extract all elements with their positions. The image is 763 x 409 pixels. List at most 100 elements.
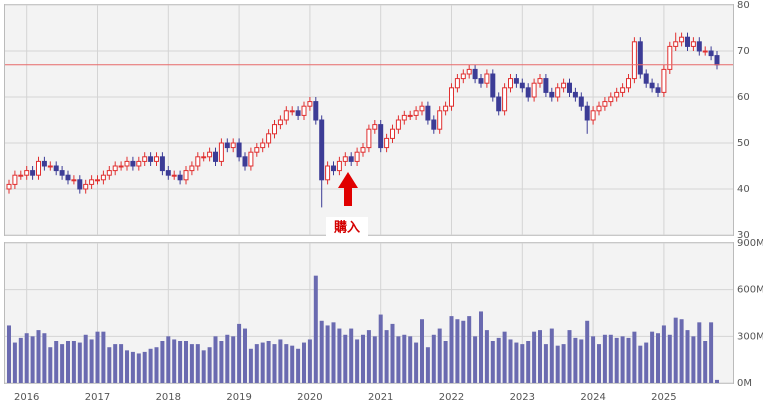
volume-bar [396,336,401,383]
volume-bar [549,328,554,383]
candle-body [236,142,242,158]
candle-body [148,156,154,162]
volume-bar [231,336,236,383]
candle-body [100,174,106,181]
volume-bar [24,333,29,383]
candle-body [224,142,230,149]
volume-bar [390,323,395,383]
candle-body [602,101,608,107]
candle-body [230,142,236,149]
candle-body [283,110,289,121]
volume-bar [272,344,277,383]
volume-bar [567,330,572,383]
volume-bar [632,331,637,383]
candle-body [112,165,118,172]
candle-body [572,91,578,98]
candle-body [83,183,89,190]
volume-bar [372,336,377,383]
candle-body [401,114,407,121]
candle-body [201,156,207,159]
candle-body [443,105,449,112]
volume-bar [107,347,112,383]
candle-body [307,101,313,107]
volume-bar [402,334,407,383]
volume-bar [496,337,501,383]
candle-body [596,105,602,112]
candle-body [608,96,614,103]
candle-body [124,160,130,167]
candle-body [53,165,59,172]
volume-bar [543,344,548,383]
volume-bar [484,330,489,383]
candle-body [366,128,372,149]
volume-bar [266,341,271,383]
volume-bar [602,334,607,383]
candle-body [372,124,378,130]
volume-bar [703,341,708,383]
volume-bar [213,336,218,383]
y-tick-label: 50 [737,138,750,149]
candle-body [207,151,213,158]
volume-bar [248,348,253,383]
volume-bar [520,344,525,383]
candle-body [561,82,567,89]
candle-body [266,133,272,144]
volume-bar [201,350,206,383]
y-tick-label: 80 [737,0,750,11]
candle-body [431,119,437,130]
volume-bar [148,348,153,383]
marks: 30 40 50 60 70 80 0M 300M 600M 900M 2016 2017 2018 20… [5,0,763,403]
volume-bar [561,344,566,383]
candle-body [295,110,301,116]
volume-bar [113,344,118,383]
volume-bar [142,351,147,383]
candle-body [685,36,690,47]
candle-body [177,174,183,181]
x-tick-label: 2025 [651,392,676,403]
volume-bar [325,325,330,383]
volume-bar [573,337,578,383]
volume-bar [355,339,360,383]
candle-body [667,45,673,70]
candle-body [18,174,24,177]
x-tick-label: 2016 [14,392,39,403]
volume-bar [260,342,265,383]
candle-body [513,78,519,84]
volume-bar [467,316,472,383]
volume-bar [431,334,436,383]
candle-body [195,156,201,167]
volume-bar [715,379,719,383]
volume-bar [614,337,619,383]
volume-bar [638,345,643,383]
volume-bar [626,337,631,383]
candle-body [631,41,637,80]
volume-tick-label: 300M [737,331,763,342]
candle-body [319,119,325,181]
candle-body [567,82,572,93]
volume-bar [608,334,613,383]
volume-bar [189,344,194,383]
candle-body [590,110,596,121]
volume-bar [18,337,23,383]
candle-body [12,174,18,185]
candle-body [183,170,189,181]
candle-body [171,174,177,177]
volume-bar [119,344,124,383]
candle-body [679,36,685,43]
candle-body [395,119,401,130]
volume-bar [77,342,82,383]
volume-bar [136,353,141,383]
candle-body [690,41,696,47]
candle-body [6,183,12,190]
volume-bar [691,336,696,383]
volume-tick-label: 600M [737,285,763,296]
volume-bar [685,330,690,383]
volume-bar [455,319,460,383]
candle-body [390,128,395,139]
volume-bar [54,341,59,383]
volume-bar [361,334,365,383]
candle-body [213,151,218,162]
volume-bar [366,330,371,383]
volume-bar [278,339,283,383]
candle-body [289,110,295,113]
